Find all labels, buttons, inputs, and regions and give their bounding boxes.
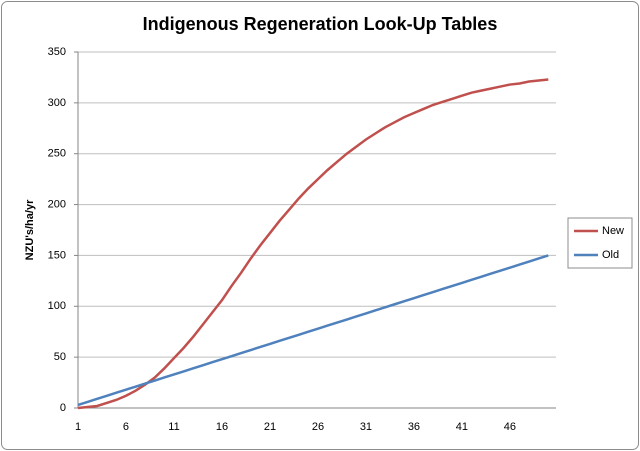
x-tick-label: 21 [264,421,276,433]
y-tick-label: 350 [48,46,66,58]
series-line [77,254,549,407]
x-tick-label: 16 [216,421,228,433]
x-tick-label: 36 [408,421,420,433]
legend [567,217,633,269]
y-axis-label: NZU's/ha/yr [24,199,36,260]
y-tick-label: 200 [48,198,66,210]
y-tick-label: 100 [48,300,66,312]
y-tick-label: 150 [48,249,66,261]
x-tick-label: 11 [168,421,179,433]
y-tick-label: 250 [48,148,66,160]
y-tick-label: 300 [48,97,66,109]
x-tick-label: 41 [456,421,468,433]
legend-label: Old [602,249,619,261]
x-tick-label: 31 [360,421,372,433]
series-line [77,78,549,410]
x-tick-label: 1 [75,421,81,433]
x-tick-label: 46 [504,421,516,433]
x-tick-label: 26 [312,421,324,433]
y-tick-label: 50 [54,351,66,363]
y-tick-label: 0 [60,402,66,414]
x-tick-label: 6 [123,421,129,433]
chart-title: Indigenous Regeneration Look-Up Tables [143,14,498,34]
legend-label: New [602,225,624,237]
